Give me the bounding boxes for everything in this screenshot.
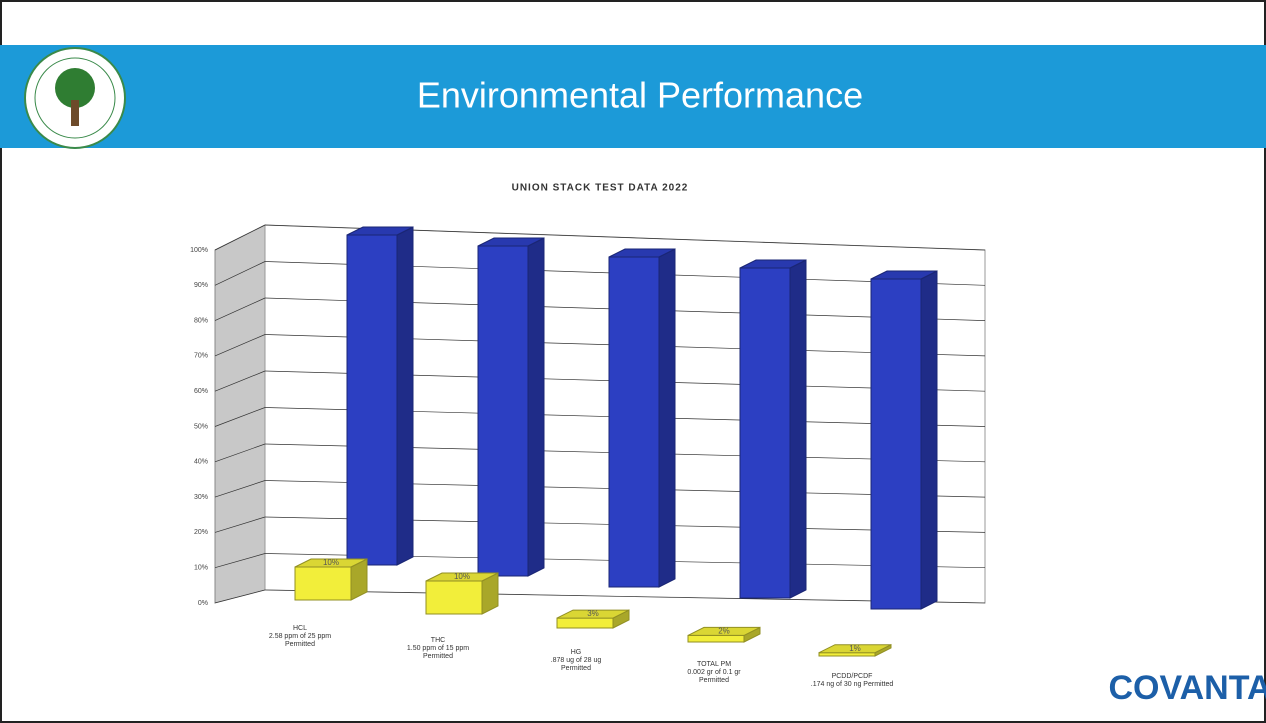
bar-front bbox=[608, 256, 660, 588]
bar-top bbox=[818, 644, 892, 654]
bar-top bbox=[687, 626, 761, 636]
grid-line bbox=[214, 443, 266, 463]
bar-front bbox=[425, 580, 483, 615]
y-tick-label: 30% bbox=[194, 494, 208, 501]
grid-line bbox=[214, 261, 266, 286]
data-label: 1% bbox=[849, 644, 861, 653]
grid-line bbox=[264, 589, 986, 604]
x-tick-label: THC bbox=[431, 637, 445, 644]
data-label: 2% bbox=[718, 627, 730, 636]
grid-line bbox=[214, 480, 266, 498]
bar-top bbox=[294, 558, 368, 568]
bar-front bbox=[556, 617, 614, 629]
x-tick-label: 0.002 gr of 0.1 gr bbox=[687, 669, 741, 676]
x-tick-label: HCL bbox=[293, 625, 307, 632]
bar-side bbox=[527, 237, 545, 577]
bar bbox=[687, 626, 761, 643]
data-label: 10% bbox=[454, 572, 470, 581]
emblem bbox=[24, 47, 126, 149]
grid-line bbox=[214, 516, 266, 533]
x-tick-label: PCDD/PCDF bbox=[832, 673, 873, 680]
bar-side bbox=[396, 226, 414, 566]
bar-top bbox=[870, 270, 938, 280]
bar-front bbox=[870, 278, 922, 610]
data-label: 10% bbox=[323, 558, 339, 567]
bar-front bbox=[346, 234, 398, 566]
bar-top bbox=[346, 226, 414, 236]
grid-line bbox=[214, 334, 266, 357]
y-tick-label: 60% bbox=[194, 388, 208, 395]
bar-front bbox=[739, 267, 791, 599]
grid-line bbox=[214, 553, 266, 569]
bar bbox=[870, 270, 938, 610]
bar-side bbox=[920, 270, 938, 610]
header-bar bbox=[0, 45, 1266, 148]
x-tick-label: 2.58 ppm of 25 ppm bbox=[269, 633, 331, 640]
x-tick-label: .878 ug of 28 ug bbox=[551, 657, 602, 664]
bar bbox=[346, 226, 414, 566]
bar bbox=[818, 643, 892, 657]
bar-top bbox=[739, 259, 807, 269]
bar-top bbox=[477, 237, 545, 247]
grid-line bbox=[214, 224, 266, 251]
data-label: 3% bbox=[587, 609, 599, 618]
x-tick-label: TOTAL PM bbox=[697, 661, 731, 668]
bar bbox=[425, 572, 499, 615]
y-tick-label: 90% bbox=[194, 282, 208, 289]
bar bbox=[739, 259, 807, 599]
grid-line bbox=[214, 407, 266, 427]
bar bbox=[556, 609, 630, 629]
x-tick-label: Permitted bbox=[699, 677, 729, 684]
bar-front bbox=[477, 245, 529, 577]
chart-title: UNION STACK TEST DATA 2022 bbox=[512, 183, 689, 194]
logo: COVANTA bbox=[1108, 669, 1266, 707]
y-tick-label: 100% bbox=[190, 247, 208, 254]
x-tick-label: 1.50 ppm of 15 ppm bbox=[407, 645, 469, 652]
grid-line bbox=[214, 589, 266, 604]
bar bbox=[608, 248, 676, 588]
x-tick-label: HG bbox=[571, 649, 582, 656]
y-tick-label: 80% bbox=[194, 317, 208, 324]
grid-line bbox=[214, 370, 266, 392]
bar-front bbox=[687, 634, 745, 643]
y-tick-label: 50% bbox=[194, 423, 208, 430]
bar-front bbox=[294, 566, 352, 601]
y-tick-label: 20% bbox=[194, 529, 208, 536]
bar-side bbox=[658, 248, 676, 588]
x-tick-label: .174 ng of 30 ng Permitted bbox=[811, 681, 894, 688]
y-tick-label: 40% bbox=[194, 459, 208, 466]
x-tick-label: Permitted bbox=[285, 641, 315, 648]
slide-title: Environmental Performance bbox=[417, 75, 863, 116]
bar-top bbox=[556, 609, 630, 619]
bar bbox=[477, 237, 545, 577]
y-tick-label: 70% bbox=[194, 353, 208, 360]
bar bbox=[294, 558, 368, 601]
y-tick-label: 10% bbox=[194, 565, 208, 572]
bar-side bbox=[789, 259, 807, 599]
floor bbox=[215, 590, 985, 680]
bar-top bbox=[425, 572, 499, 582]
y-tick-label: 0% bbox=[198, 600, 208, 607]
x-tick-label: Permitted bbox=[423, 653, 453, 660]
x-tick-label: Permitted bbox=[561, 665, 591, 672]
grid-line bbox=[214, 297, 266, 321]
bar-top bbox=[608, 248, 676, 258]
